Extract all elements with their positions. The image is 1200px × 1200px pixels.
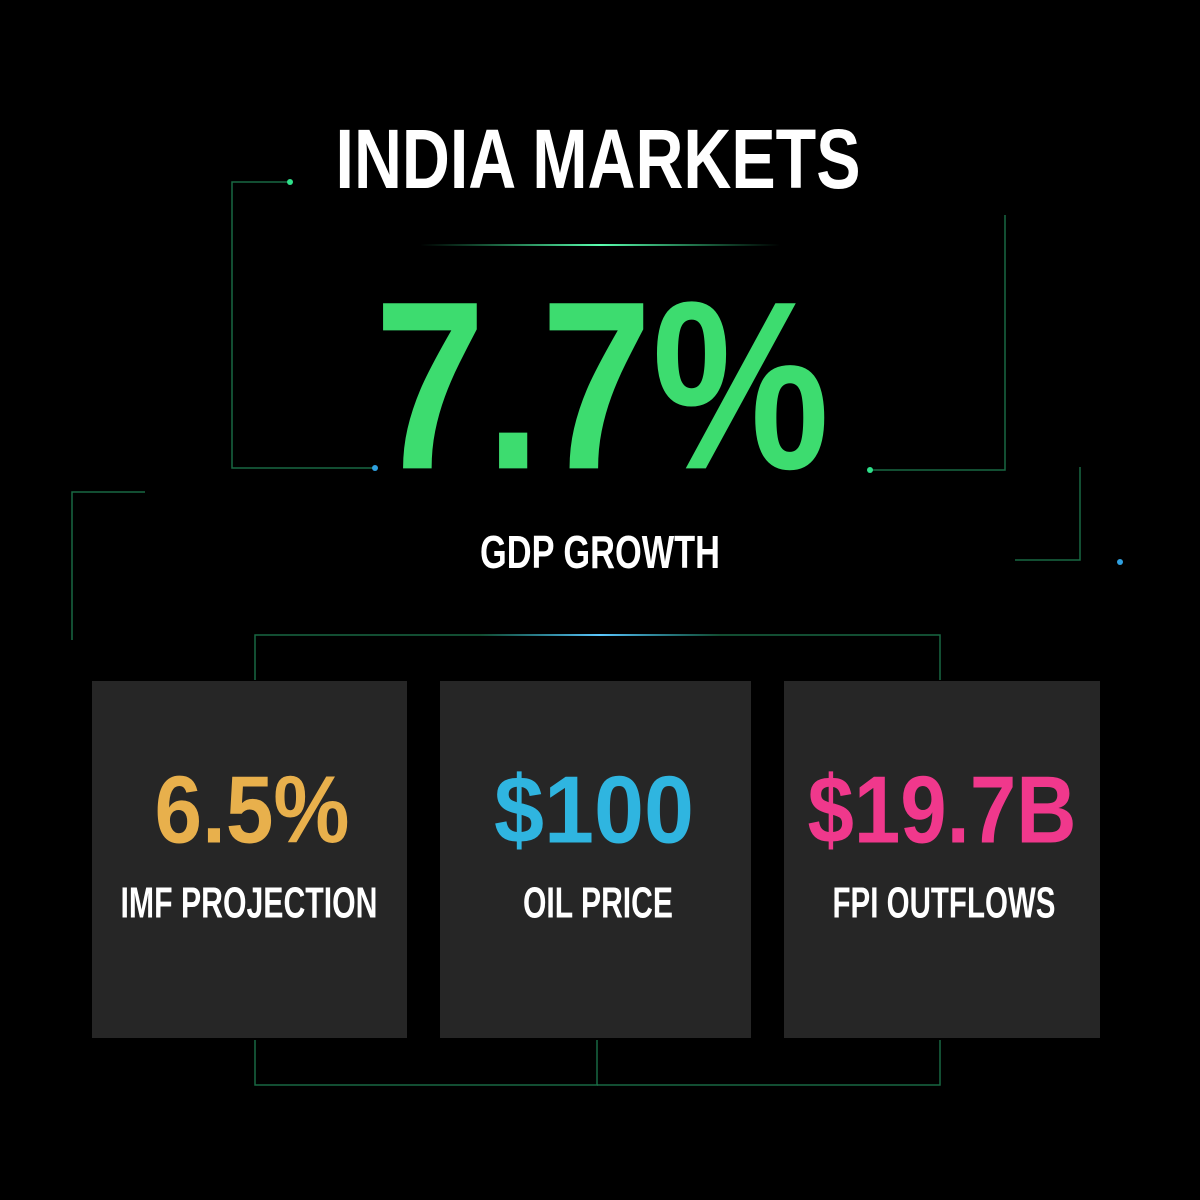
decorative-lines (71, 179, 1123, 1086)
card-value: $19.7B (808, 756, 1077, 863)
card-value: $100 (494, 756, 694, 863)
card: 6.5% IMF PROJECTION (92, 681, 407, 1038)
card: $19.7B FPI OUTFLOWS (784, 681, 1100, 1038)
card: $100 OIL PRICE (440, 681, 751, 1038)
card-label: FPI OUTFLOWS (833, 879, 1056, 928)
headline-label: GDP GROWTH (480, 526, 720, 578)
card-value: 6.5% (155, 756, 350, 863)
card-label: IMF PROJECTION (121, 879, 378, 928)
card-label: OIL PRICE (523, 879, 673, 928)
title: INDIA MARKETS (336, 112, 861, 206)
headline-value: 7.7% (375, 251, 830, 519)
